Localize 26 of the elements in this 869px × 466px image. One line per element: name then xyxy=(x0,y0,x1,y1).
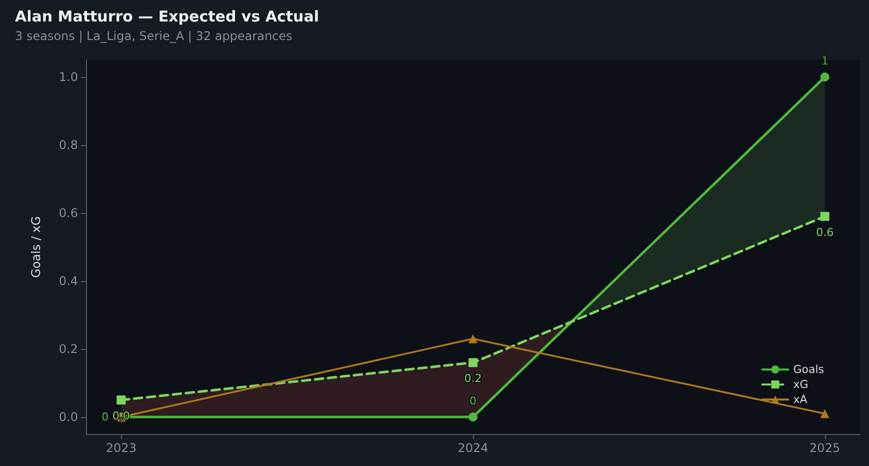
y-tick-label: 0.0 xyxy=(58,410,78,424)
chart-subtitle: 3 seasons | La_Liga, Serie_A | 32 appearances xyxy=(15,29,292,43)
x-tick-label: 2025 xyxy=(810,441,840,455)
data-label: 0.0 xyxy=(112,410,130,422)
data-label: 0 xyxy=(102,410,109,424)
legend-label: Goals xyxy=(793,363,824,376)
data-label: 0.6 xyxy=(816,226,834,239)
data-label: 1 xyxy=(821,54,828,68)
point xyxy=(468,412,478,422)
point xyxy=(820,212,830,221)
y-tick-label: 0.6 xyxy=(58,206,78,220)
y-axis-title: Goals / xG xyxy=(29,216,43,278)
data-label: 0 xyxy=(470,394,476,408)
y-tick-label: 0.2 xyxy=(58,342,78,356)
point xyxy=(116,396,126,404)
data-label: 0.2 xyxy=(464,372,482,386)
x-tick-label: 2023 xyxy=(106,441,136,455)
legend-label: xG xyxy=(793,378,808,391)
point xyxy=(468,358,478,368)
legend-label: xA xyxy=(793,393,808,406)
x-tick-label: 2024 xyxy=(458,441,488,455)
y-tick-label: 0.8 xyxy=(58,138,78,152)
chart-title: Alan Matturro — Expected vs Actual xyxy=(15,8,319,26)
y-tick-label: 0.4 xyxy=(58,274,78,288)
y-tick-label: 1.0 xyxy=(58,70,78,84)
point xyxy=(820,72,830,82)
